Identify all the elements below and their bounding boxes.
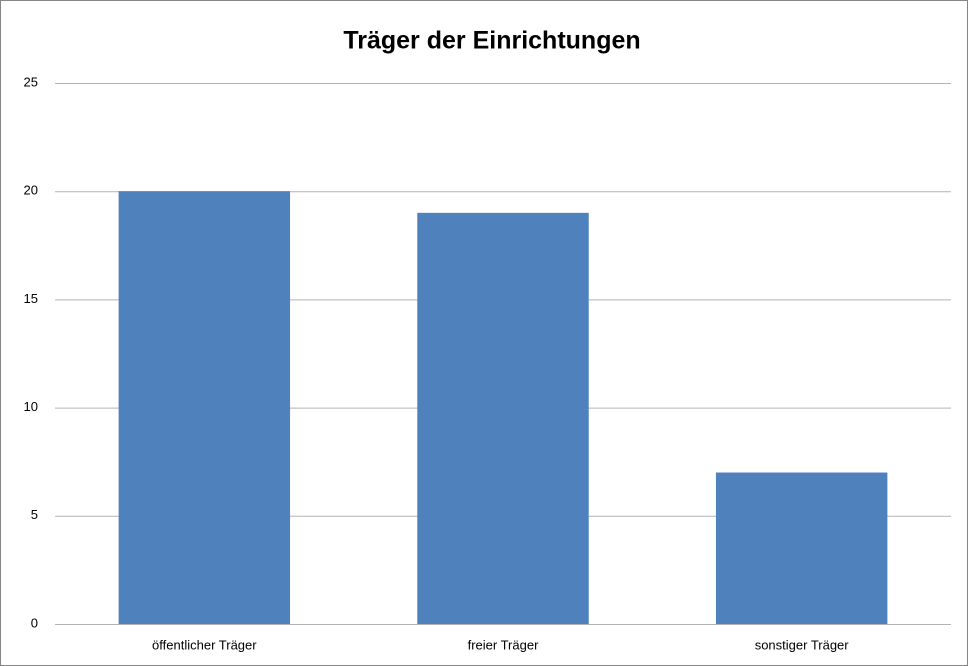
y-tick-label: 20 [24,183,38,198]
x-tick-label: freier Träger [468,637,539,652]
y-tick-label: 25 [24,74,38,89]
y-tick-label: 15 [24,291,38,306]
y-tick-label: 10 [24,399,38,414]
chart-title: Träger der Einrichtungen [343,27,640,55]
y-tick-label: 5 [31,507,38,522]
y-tick-label: 0 [31,615,38,630]
bar [715,472,888,624]
x-tick-label: öffentlicher Träger [152,637,257,652]
x-tick-label: sonstiger Träger [755,637,850,652]
bar [118,191,291,624]
bar [417,212,589,624]
